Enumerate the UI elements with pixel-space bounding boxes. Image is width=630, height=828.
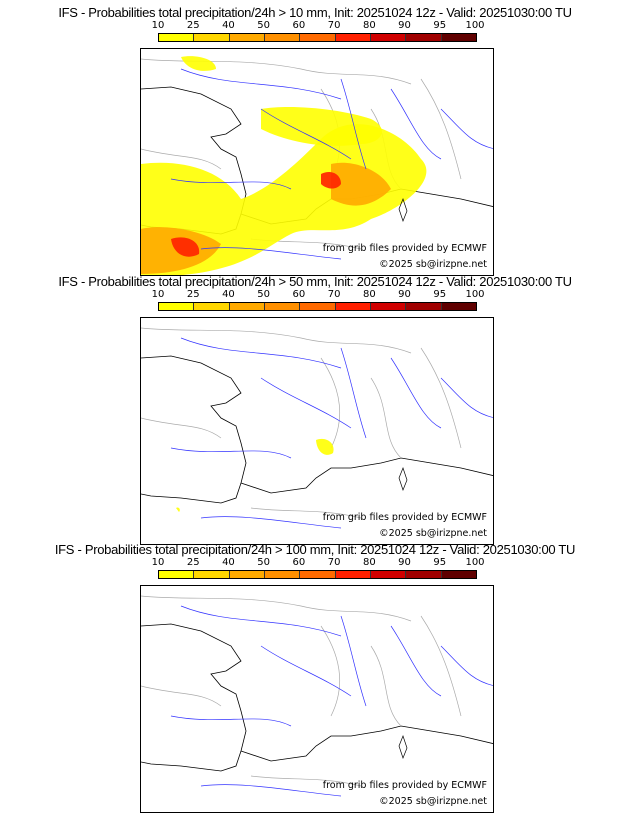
rivers — [170, 68, 493, 260]
colorbar-tick-label: 70 — [327, 557, 341, 568]
colorbar-swatch — [406, 303, 442, 310]
colorbar-swatch — [335, 34, 371, 41]
map-title: IFS - Probabilities total precipitation/… — [58, 5, 572, 20]
colorbar-tick-label: 100 — [465, 289, 485, 300]
colorbar — [158, 570, 477, 579]
island — [398, 197, 408, 223]
precip-area — [176, 507, 180, 512]
colorbar-tick-label: 60 — [292, 557, 306, 568]
map-canvas — [141, 327, 493, 529]
colorbar-tick-label: 10 — [151, 20, 165, 31]
colorbar-swatch — [159, 303, 195, 310]
colorbar-swatch — [406, 34, 442, 41]
colorbar-swatch — [264, 303, 301, 310]
colorbar-tick-label: 95 — [433, 557, 447, 568]
precip-area — [321, 172, 341, 189]
colorbar-swatch — [441, 34, 476, 41]
coastline — [240, 457, 493, 494]
precip-area — [331, 162, 391, 206]
colorbar-tick-label: 95 — [433, 289, 447, 300]
colorbar — [158, 302, 477, 311]
colorbar-swatch — [229, 303, 265, 310]
colorbar-tick-label: 95 — [433, 20, 447, 31]
colorbar-tick-label: 40 — [222, 289, 235, 300]
colorbar-tick-label: 50 — [257, 289, 271, 300]
colorbar-swatch — [300, 34, 336, 41]
colorbar-swatch — [194, 303, 230, 310]
map-panel: from grib files provided by ECMWF ©2025 s… — [140, 317, 494, 545]
colorbar-tick-label: 60 — [292, 20, 306, 31]
colorbar-swatch — [264, 571, 301, 578]
colorbar-tick-label: 40 — [222, 557, 235, 568]
coastline — [240, 725, 493, 762]
colorbar-swatch — [194, 34, 230, 41]
precip-area — [181, 56, 216, 71]
colorbar-tick-label: 70 — [327, 20, 341, 31]
colorbar-tick-label: 90 — [398, 289, 411, 300]
precip-area — [316, 438, 334, 455]
colorbar-tick-label: 100 — [465, 557, 485, 568]
colorbar-swatch — [370, 34, 407, 41]
colorbar-tick-label: 50 — [257, 557, 271, 568]
island — [398, 734, 408, 760]
map-canvas — [141, 56, 493, 275]
source-credit: from grib files provided by ECMWF — [322, 512, 487, 523]
colorbar-swatch — [264, 34, 301, 41]
colorbar-swatch — [441, 303, 476, 310]
borders — [141, 595, 462, 787]
precip-area — [261, 107, 382, 146]
map-panel: from grib files provided by ECMWF ©2025 s… — [140, 48, 494, 276]
colorbar-swatch — [159, 34, 195, 41]
precip-area — [141, 124, 427, 275]
coastline — [141, 355, 247, 504]
colorbar-swatch — [335, 303, 371, 310]
colorbar-ticks: 10 25 40 50 60 70 80 90 95 100 — [152, 289, 485, 300]
colorbar-ticks: 10 25 40 50 60 70 80 90 95 100 — [152, 20, 485, 31]
colorbar-ticks: 10 25 40 50 60 70 80 90 95 100 — [152, 557, 485, 568]
copyright-credit: ©2025 sb@irizpne.net — [379, 796, 487, 807]
colorbar-tick-label: 10 — [151, 289, 165, 300]
colorbar-tick-label: 60 — [292, 289, 306, 300]
copyright-credit: ©2025 sb@irizpne.net — [379, 528, 487, 539]
coastline — [141, 623, 247, 772]
colorbar-tick-label: 90 — [398, 557, 411, 568]
colorbar-tick-label: 80 — [362, 20, 376, 31]
colorbar-swatch — [229, 571, 265, 578]
island — [398, 466, 408, 492]
rivers — [170, 337, 493, 529]
colorbar-tick-label: 25 — [186, 20, 200, 31]
source-credit: from grib files provided by ECMWF — [322, 243, 487, 254]
colorbar-swatch — [300, 303, 336, 310]
colorbar-tick-label: 70 — [327, 289, 341, 300]
colorbar-tick-label: 40 — [222, 20, 235, 31]
precip-area — [171, 237, 200, 257]
colorbar-tick-label: 80 — [362, 289, 376, 300]
copyright-credit: ©2025 sb@irizpne.net — [379, 259, 487, 270]
colorbar-swatch — [229, 34, 265, 41]
colorbar-tick-label: 25 — [186, 557, 200, 568]
borders — [141, 327, 462, 519]
colorbar-tick-label: 80 — [362, 557, 376, 568]
colorbar-swatch — [194, 571, 230, 578]
colorbar-swatch — [159, 571, 195, 578]
colorbar-swatch — [406, 571, 442, 578]
colorbar-tick-label: 25 — [186, 289, 200, 300]
colorbar-swatch — [370, 303, 407, 310]
colorbar-swatch — [300, 571, 336, 578]
colorbar-swatch — [335, 571, 371, 578]
colorbar-swatch — [441, 571, 476, 578]
map-title: IFS - Probabilities total precipitation/… — [54, 542, 576, 557]
colorbar — [158, 33, 477, 42]
map-panel: from grib files provided by ECMWF ©2025 s… — [140, 585, 494, 813]
map-canvas — [141, 595, 493, 797]
colorbar-tick-label: 10 — [151, 557, 165, 568]
map-title: IFS - Probabilities total precipitation/… — [58, 274, 572, 289]
source-credit: from grib files provided by ECMWF — [322, 780, 487, 791]
colorbar-tick-label: 100 — [465, 20, 485, 31]
colorbar-tick-label: 90 — [398, 20, 411, 31]
rivers — [170, 605, 493, 797]
colorbar-tick-label: 50 — [257, 20, 271, 31]
colorbar-swatch — [370, 571, 407, 578]
